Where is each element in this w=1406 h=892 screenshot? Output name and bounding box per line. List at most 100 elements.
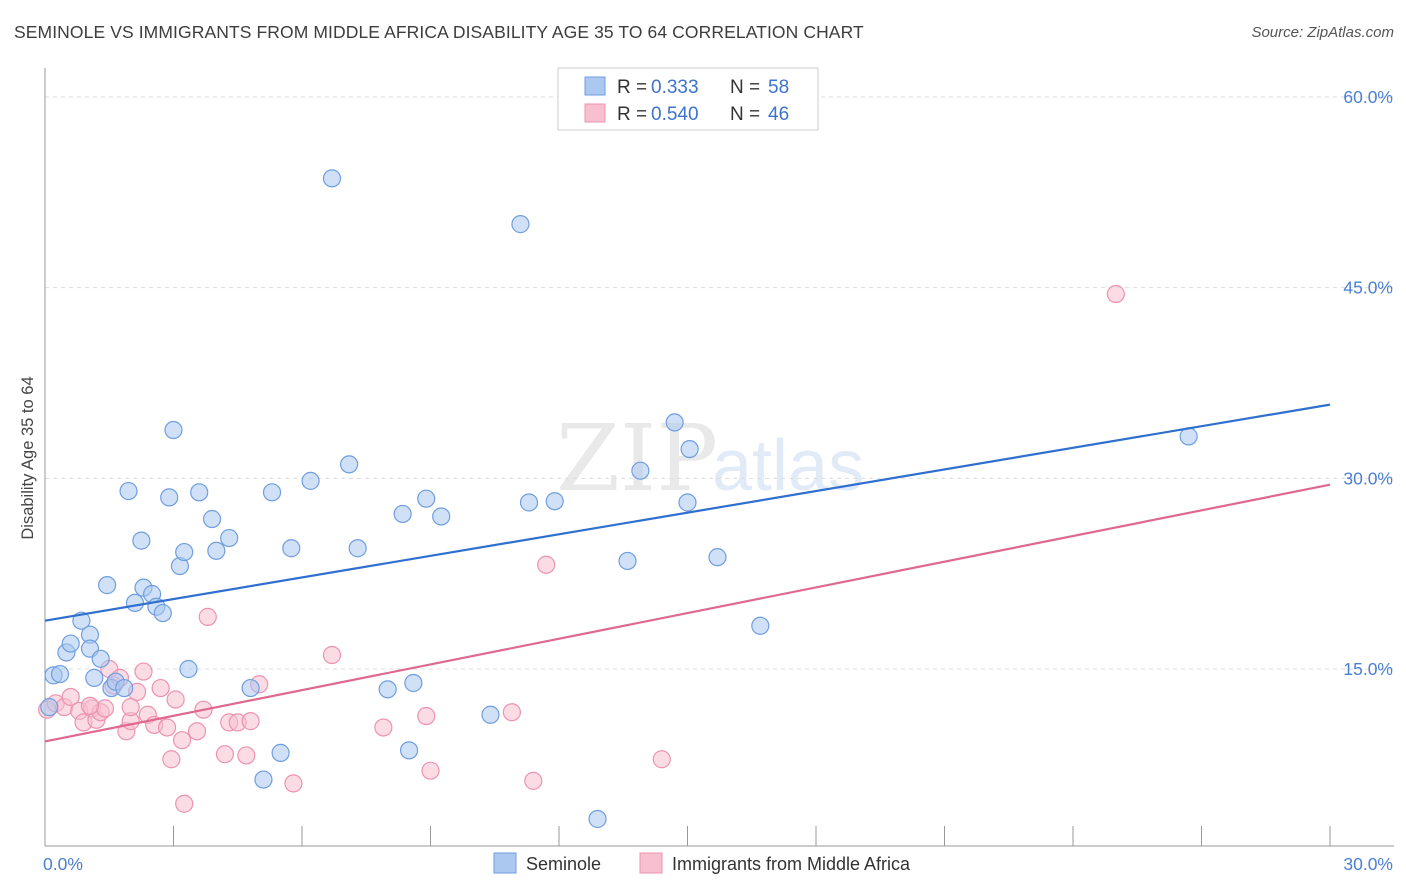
data-point-seminole xyxy=(481,705,500,724)
legend-bottom: Seminole Immigrants from Middle Africa xyxy=(493,852,911,874)
data-point-africa xyxy=(374,718,393,737)
data-point-africa xyxy=(157,718,177,737)
data-point-seminole xyxy=(378,680,397,699)
data-point-seminole xyxy=(115,678,134,698)
watermark-atlas: atlas xyxy=(712,426,864,506)
data-point-africa xyxy=(95,699,115,718)
legend-top: R = 0.333 N = 58 R = 0.540 N = 46 xyxy=(557,67,819,131)
data-point-seminole xyxy=(72,611,91,630)
y-tick-label: 15.0% xyxy=(1343,659,1393,679)
data-point-seminole xyxy=(254,770,273,789)
data-point-seminole xyxy=(164,420,183,440)
data-point-africa xyxy=(524,771,543,790)
trend-line-africa xyxy=(44,483,1331,743)
data-point-seminole xyxy=(511,215,530,234)
data-point-africa xyxy=(121,698,140,717)
data-point-seminole xyxy=(125,593,145,613)
data-point-seminole xyxy=(241,678,260,698)
legend-n-label-1: N = xyxy=(730,77,760,98)
data-point-africa xyxy=(166,690,185,709)
legend-swatch-africa xyxy=(584,103,606,123)
data-point-seminole xyxy=(91,649,110,668)
trend-lines xyxy=(44,403,1331,743)
legend-n-value-2: 46 xyxy=(768,104,789,125)
data-point-seminole xyxy=(160,488,179,507)
data-point-seminole xyxy=(207,541,226,560)
x-tick-label: 30.0% xyxy=(1343,854,1393,874)
data-point-africa xyxy=(134,662,153,681)
data-point-seminole xyxy=(393,504,412,524)
chart-title: SEMINOLE VS IMMIGRANTS FROM MIDDLE AFRIC… xyxy=(14,22,864,42)
legend-r-value-2: 0.540 xyxy=(651,104,699,125)
data-point-seminole xyxy=(545,492,564,511)
data-point-africa xyxy=(284,774,303,793)
data-point-seminole xyxy=(618,551,637,571)
legend-bottom-africa: Immigrants from Middle Africa xyxy=(672,854,911,874)
data-point-seminole xyxy=(680,439,699,459)
data-point-seminole xyxy=(322,169,342,188)
data-point-africa xyxy=(421,761,440,780)
data-point-africa xyxy=(502,703,521,722)
data-point-seminole xyxy=(519,493,539,512)
data-point-seminole xyxy=(751,616,770,635)
data-point-africa xyxy=(241,712,260,731)
data-point-africa xyxy=(80,696,100,715)
series-immigrants-from-middle-africa xyxy=(38,284,1125,813)
data-point-seminole xyxy=(271,743,290,762)
watermark: ZIP atlas xyxy=(556,405,864,512)
data-point-africa xyxy=(162,750,181,769)
data-point-seminole xyxy=(50,664,70,684)
legend-swatch-seminole xyxy=(584,76,606,96)
data-point-seminole xyxy=(588,809,607,829)
data-point-seminole xyxy=(282,539,301,558)
data-point-africa xyxy=(652,750,671,769)
data-point-africa xyxy=(322,645,342,665)
y-axis-label: Disability Age 35 to 64 xyxy=(19,376,37,539)
data-point-seminole xyxy=(262,483,282,502)
data-point-seminole xyxy=(417,489,436,508)
data-point-seminole xyxy=(708,548,727,567)
data-point-seminole xyxy=(631,461,650,480)
legend-r-label-2: R = xyxy=(617,104,647,125)
data-point-seminole xyxy=(665,413,684,432)
data-point-africa xyxy=(61,687,80,707)
legend-bottom-swatch-seminole xyxy=(493,852,517,874)
data-point-seminole xyxy=(190,483,209,502)
legend-n-value-1: 58 xyxy=(768,77,789,98)
grid-lines xyxy=(45,96,1394,670)
data-point-seminole xyxy=(61,634,80,653)
data-point-seminole xyxy=(432,507,451,526)
data-point-seminole xyxy=(301,471,320,490)
data-point-seminole xyxy=(399,741,419,760)
data-point-seminole xyxy=(119,481,138,501)
data-point-africa xyxy=(175,794,194,813)
watermark-zip: ZIP xyxy=(556,405,718,512)
data-point-seminole xyxy=(348,539,367,558)
legend-r-value-1: 0.333 xyxy=(651,77,699,98)
y-tick-labels: 15.0% 30.0% 45.0% 60.0% xyxy=(1343,87,1393,679)
data-point-seminole xyxy=(132,531,151,550)
data-point-africa xyxy=(417,706,436,726)
y-tick-label: 30.0% xyxy=(1343,468,1393,488)
data-point-africa xyxy=(172,731,192,750)
legend-bottom-swatch-africa xyxy=(639,852,663,874)
data-point-africa xyxy=(187,722,207,741)
x-tick-label: 0.0% xyxy=(43,854,83,874)
data-point-seminole xyxy=(179,659,198,679)
data-point-seminole xyxy=(98,576,117,595)
chart-source: Source: ZipAtlas.com xyxy=(1251,24,1394,41)
trend-line-seminole xyxy=(44,403,1331,622)
y-tick-label: 60.0% xyxy=(1343,87,1393,107)
series-seminole xyxy=(40,169,1198,829)
legend-n-label-2: N = xyxy=(730,104,760,125)
data-point-seminole xyxy=(220,528,239,548)
data-point-africa xyxy=(537,555,556,574)
legend-r-label-1: R = xyxy=(617,77,647,98)
data-point-seminole xyxy=(202,509,222,529)
data-point-africa xyxy=(1106,284,1125,304)
data-point-seminole xyxy=(678,493,697,512)
data-point-africa xyxy=(215,745,234,764)
data-point-seminole xyxy=(175,542,194,562)
data-point-africa xyxy=(198,607,217,626)
data-point-seminole xyxy=(40,698,59,717)
